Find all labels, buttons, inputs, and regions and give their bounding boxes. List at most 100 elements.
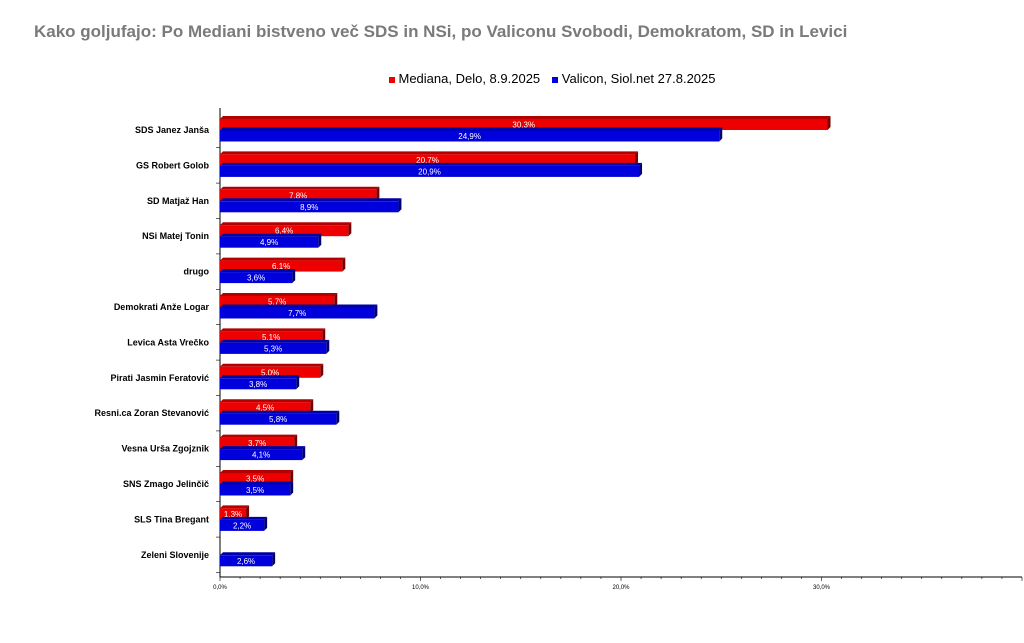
bar-front-face <box>220 413 337 425</box>
data-label: 30,3% <box>512 121 535 130</box>
bar-side-face <box>348 222 352 237</box>
bar-side-face <box>302 446 306 461</box>
data-label: 5,0% <box>261 368 279 377</box>
bar-top-face <box>220 293 338 296</box>
bar-valicon <box>220 198 402 213</box>
bar-mediana <box>220 257 346 272</box>
bar-valicon <box>220 410 340 425</box>
category-label: Resni.ca Zoran Stevanović <box>94 408 209 418</box>
bar-front-face <box>220 484 291 496</box>
data-label: 20,9% <box>418 167 441 176</box>
bar-front-face <box>220 449 303 461</box>
category-label: GS Robert Golob <box>136 160 210 170</box>
bar-top-face <box>220 304 378 308</box>
bar-top-face <box>220 363 324 367</box>
bar-front-face <box>220 307 375 319</box>
bar-side-face <box>272 552 276 567</box>
legend-item-valicon: Valicon, Siol.net 27.8.2025 <box>551 71 715 86</box>
bar-front-face <box>220 342 327 354</box>
data-label: 7,7% <box>288 309 306 318</box>
bar-mediana <box>220 222 352 237</box>
bar-top-face <box>220 446 306 450</box>
bar-side-face <box>322 328 326 343</box>
data-label: 4,9% <box>260 238 278 247</box>
bar-top-face <box>220 162 643 166</box>
bar-side-face <box>334 293 338 307</box>
bar-top-face <box>220 399 314 403</box>
bar-side-face <box>290 470 294 484</box>
bar-side-face <box>296 375 300 390</box>
data-label: 1,3% <box>224 510 242 519</box>
bar-side-face <box>639 162 643 177</box>
bar-mediana <box>220 186 380 201</box>
bar-side-face <box>374 304 378 319</box>
bar-side-face <box>290 481 294 496</box>
bar-mediana <box>220 293 338 307</box>
data-label: 2,6% <box>237 557 255 566</box>
bar-valicon <box>220 127 723 142</box>
category-label: drugo <box>184 267 210 277</box>
data-label: 3,5% <box>246 475 264 484</box>
bar-mediana <box>220 399 314 414</box>
bar-valicon <box>220 481 294 496</box>
category-label: SD Matjaž Han <box>147 196 209 206</box>
bar-top-face <box>220 186 380 190</box>
bar-front-face <box>220 189 377 201</box>
bar-side-face <box>398 198 402 213</box>
data-label: 8,9% <box>300 203 318 212</box>
bar-front-face <box>220 296 335 307</box>
bar-side-face <box>264 516 268 531</box>
category-label: Pirati Jasmin Feratović <box>110 373 209 383</box>
bar-front-face <box>220 331 323 343</box>
category-label: SLS Tina Bregant <box>134 514 209 524</box>
bar-side-face <box>635 151 639 166</box>
data-label: 4,5% <box>256 404 274 413</box>
bar-side-face <box>827 116 831 130</box>
bar-valicon <box>220 552 276 567</box>
bar-top-face <box>220 552 276 556</box>
category-label: NSi Matej Tonin <box>142 231 209 241</box>
bar-top-face <box>220 127 723 131</box>
category-label: Demokrati Anže Logar <box>114 302 210 312</box>
legend: Mediana, Delo, 8.9.2025 Valicon, Siol.ne… <box>0 71 1024 86</box>
data-label: 2,2% <box>233 521 251 530</box>
bar-valicon <box>220 269 296 284</box>
data-label: 5,3% <box>264 344 282 353</box>
bar-front-face <box>220 402 311 414</box>
bar-valicon <box>220 162 643 177</box>
bar-top-face <box>220 269 296 273</box>
x-tick-label: 10,0% <box>412 585 430 591</box>
bar-top-face <box>220 410 340 414</box>
bar-front-face <box>220 508 247 520</box>
bar-top-face <box>220 257 346 261</box>
data-label: 6,1% <box>272 262 290 271</box>
bar-side-face <box>318 233 322 248</box>
category-label: SDS Janez Janša <box>135 125 210 135</box>
x-tick-label: 20,0% <box>612 585 630 591</box>
data-label: 3,8% <box>249 380 267 389</box>
bar-front-face <box>220 130 720 142</box>
legend-swatch-valicon <box>551 76 558 83</box>
bar-mediana <box>220 151 639 166</box>
bar-side-face <box>310 399 314 414</box>
bar-top-face <box>220 516 268 520</box>
bar-valicon <box>220 233 322 248</box>
bar-front-face <box>220 272 293 284</box>
bar-side-face <box>320 363 324 378</box>
bar-front-face <box>220 437 295 449</box>
bar-mediana <box>220 363 324 378</box>
bar-valicon <box>220 446 306 461</box>
legend-item-mediana: Mediana, Delo, 8.9.2025 <box>388 71 540 86</box>
data-label: 20,7% <box>416 156 439 165</box>
x-tick-label: 0,0% <box>213 585 227 591</box>
bar-front-face <box>220 165 640 177</box>
bar-valicon <box>220 339 330 354</box>
bar-front-face <box>220 473 291 484</box>
bar-top-face <box>220 233 322 237</box>
bar-top-face <box>220 434 298 438</box>
data-label: 4,1% <box>252 451 270 460</box>
category-label: Levica Asta Vrečko <box>127 337 209 347</box>
bar-top-face <box>220 505 250 509</box>
bar-side-face <box>326 339 330 354</box>
data-label: 5,7% <box>268 298 286 307</box>
